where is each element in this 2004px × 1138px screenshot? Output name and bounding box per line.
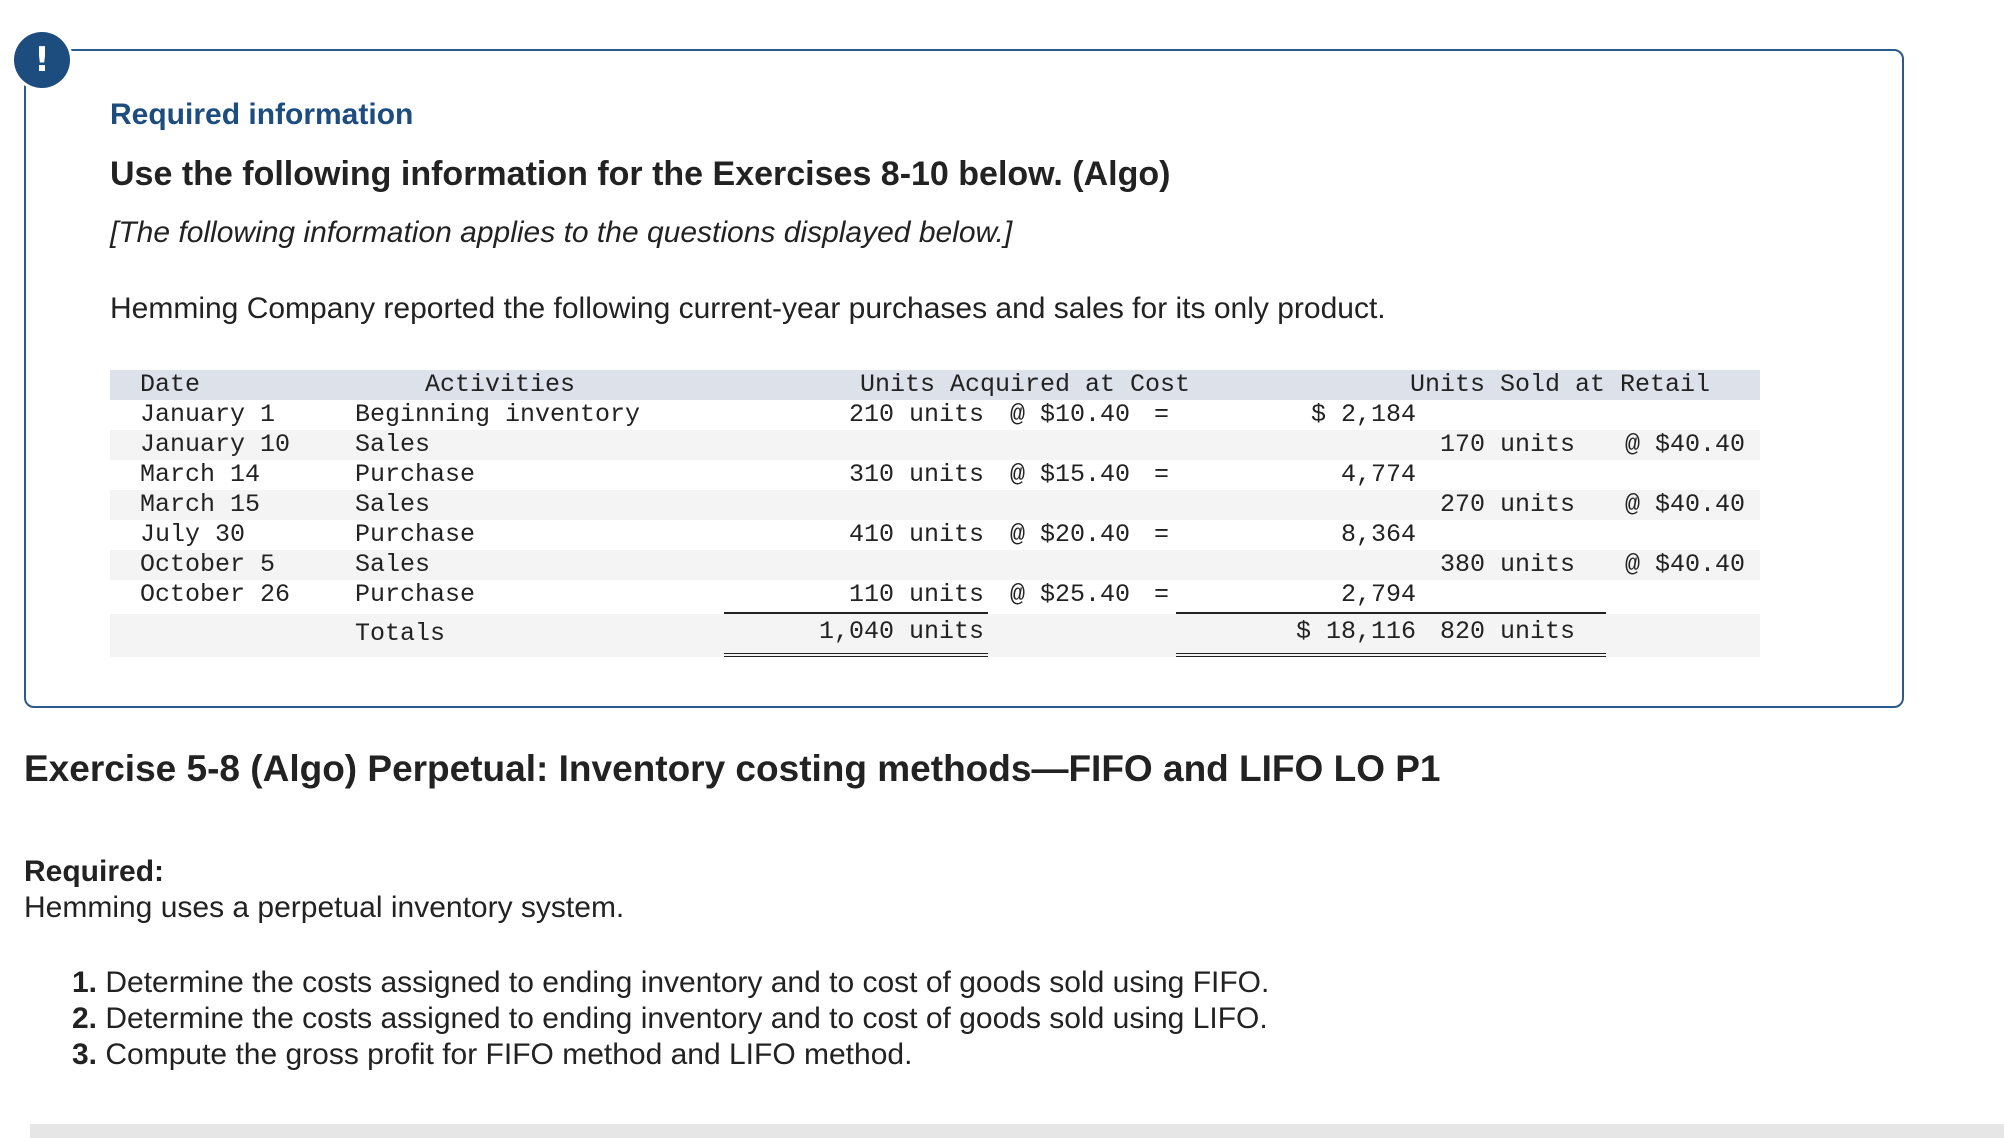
cell-acq-total: 4,774 bbox=[1340, 460, 1416, 489]
cell-date: July 30 bbox=[140, 520, 246, 549]
step-number: 3. bbox=[72, 1038, 98, 1071]
acq-units-underline bbox=[724, 612, 988, 614]
cell-sold-units: 380 units bbox=[1440, 550, 1576, 579]
list-item: 1. Determine the costs assigned to endin… bbox=[72, 965, 1269, 1001]
cell-acq-units: 210 units bbox=[848, 400, 984, 429]
required-label: Required: bbox=[24, 855, 165, 888]
list-item: 3. Compute the gross profit for FIFO met… bbox=[72, 1037, 1269, 1073]
info-heading: Use the following information for the Ex… bbox=[110, 155, 1171, 193]
cell-date: March 15 bbox=[140, 490, 261, 519]
exclamation-icon: ! bbox=[14, 32, 70, 88]
cell-equals: = bbox=[1154, 400, 1170, 429]
cell-sold-price: @ $40.40 bbox=[1625, 550, 1746, 579]
cell-sold-units: 270 units bbox=[1440, 490, 1576, 519]
info-note: [The following information applies to th… bbox=[110, 216, 1013, 249]
table-row: October 5 Sales 380 units @ $40.40 bbox=[110, 550, 1760, 580]
cell-equals: = bbox=[1154, 580, 1170, 609]
cell-acq-total: 2,794 bbox=[1340, 580, 1416, 609]
inventory-table: Date Activities Units Acquired at Cost U… bbox=[110, 370, 1760, 657]
cell-activity: Sales bbox=[355, 430, 431, 459]
cell-equals: = bbox=[1154, 460, 1170, 489]
info-label: Required information bbox=[110, 98, 414, 131]
cell-date: January 10 bbox=[140, 430, 291, 459]
cell-activity: Purchase bbox=[355, 460, 476, 489]
table-row: July 30 Purchase 410 units @ $20.40 = 8,364 bbox=[110, 520, 1760, 550]
table-row: January 10 Sales 170 units @ $40.40 bbox=[110, 430, 1760, 460]
header-units-acquired: Units Acquired at Cost bbox=[859, 370, 1191, 399]
cell-acq-total: 8,364 bbox=[1340, 520, 1416, 549]
cell-activity: Purchase bbox=[355, 580, 476, 609]
step-number: 2. bbox=[72, 1002, 98, 1035]
totals-double-underline bbox=[1176, 653, 1606, 657]
info-intro: Hemming Company reported the following c… bbox=[110, 292, 1386, 325]
cell-acq-cost: @ $20.40 bbox=[1010, 520, 1131, 549]
required-text: Hemming uses a perpetual inventory syste… bbox=[24, 891, 625, 924]
cell-date: March 14 bbox=[140, 460, 261, 489]
cell-acq-units: 110 units bbox=[848, 580, 984, 609]
step-text: Determine the costs assigned to ending i… bbox=[105, 1002, 1268, 1035]
cell-date: October 5 bbox=[140, 550, 276, 579]
cell-activity: Sales bbox=[355, 550, 431, 579]
cell-acq-cost: @ $10.40 bbox=[1010, 400, 1131, 429]
list-item: 2. Determine the costs assigned to endin… bbox=[72, 1001, 1269, 1037]
totals-underline bbox=[1176, 612, 1606, 614]
table-row: March 15 Sales 270 units @ $40.40 bbox=[110, 490, 1760, 520]
totals-acq-units: 1,040 units bbox=[818, 617, 984, 646]
cell-acq-cost: @ $15.40 bbox=[1010, 460, 1131, 489]
cell-sold-price: @ $40.40 bbox=[1625, 490, 1746, 519]
cell-date: October 26 bbox=[140, 580, 291, 609]
table-header-row: Date Activities Units Acquired at Cost U… bbox=[110, 370, 1760, 400]
table-row: January 1 Beginning inventory 210 units @ $… bbox=[110, 400, 1760, 430]
cell-activity: Purchase bbox=[355, 520, 476, 549]
acq-units-double-underline bbox=[724, 653, 988, 657]
cell-sold-units: 170 units bbox=[1440, 430, 1576, 459]
exercise-title: Exercise 5-8 (Algo) Perpetual: Inventory… bbox=[24, 748, 1441, 789]
cell-acq-cost: @ $25.40 bbox=[1010, 580, 1131, 609]
cell-acq-total: $ 2,184 bbox=[1310, 400, 1416, 429]
totals-acq-total: $ 18,116 bbox=[1295, 617, 1416, 646]
header-date: Date bbox=[140, 370, 201, 399]
table-row: March 14 Purchase 310 units @ $15.40 = 4,774 bbox=[110, 460, 1760, 490]
cell-activity: Beginning inventory bbox=[355, 400, 641, 429]
totals-label: Totals bbox=[355, 619, 446, 648]
header-activities: Activities bbox=[424, 370, 576, 399]
step-number: 1. bbox=[72, 966, 98, 999]
table-totals-row: Totals 1,040 units $ 18,116 820 units bbox=[110, 614, 1760, 657]
cell-activity: Sales bbox=[355, 490, 431, 519]
cell-acq-units: 310 units bbox=[848, 460, 984, 489]
totals-sold-units: 820 units bbox=[1440, 617, 1576, 646]
required-steps: 1. Determine the costs assigned to endin… bbox=[72, 965, 1269, 1073]
cell-sold-price: @ $40.40 bbox=[1625, 430, 1746, 459]
cell-equals: = bbox=[1154, 520, 1170, 549]
step-text: Compute the gross profit for FIFO method… bbox=[105, 1038, 913, 1071]
header-units-sold: Units Sold at Retail bbox=[1409, 370, 1711, 399]
answer-panel-top bbox=[30, 1124, 2004, 1138]
table-row: October 26 Purchase 110 units @ $25.40 = 2,79… bbox=[110, 580, 1760, 610]
cell-date: January 1 bbox=[140, 400, 276, 429]
step-text: Determine the costs assigned to ending i… bbox=[105, 966, 1270, 999]
cell-acq-units: 410 units bbox=[848, 520, 984, 549]
